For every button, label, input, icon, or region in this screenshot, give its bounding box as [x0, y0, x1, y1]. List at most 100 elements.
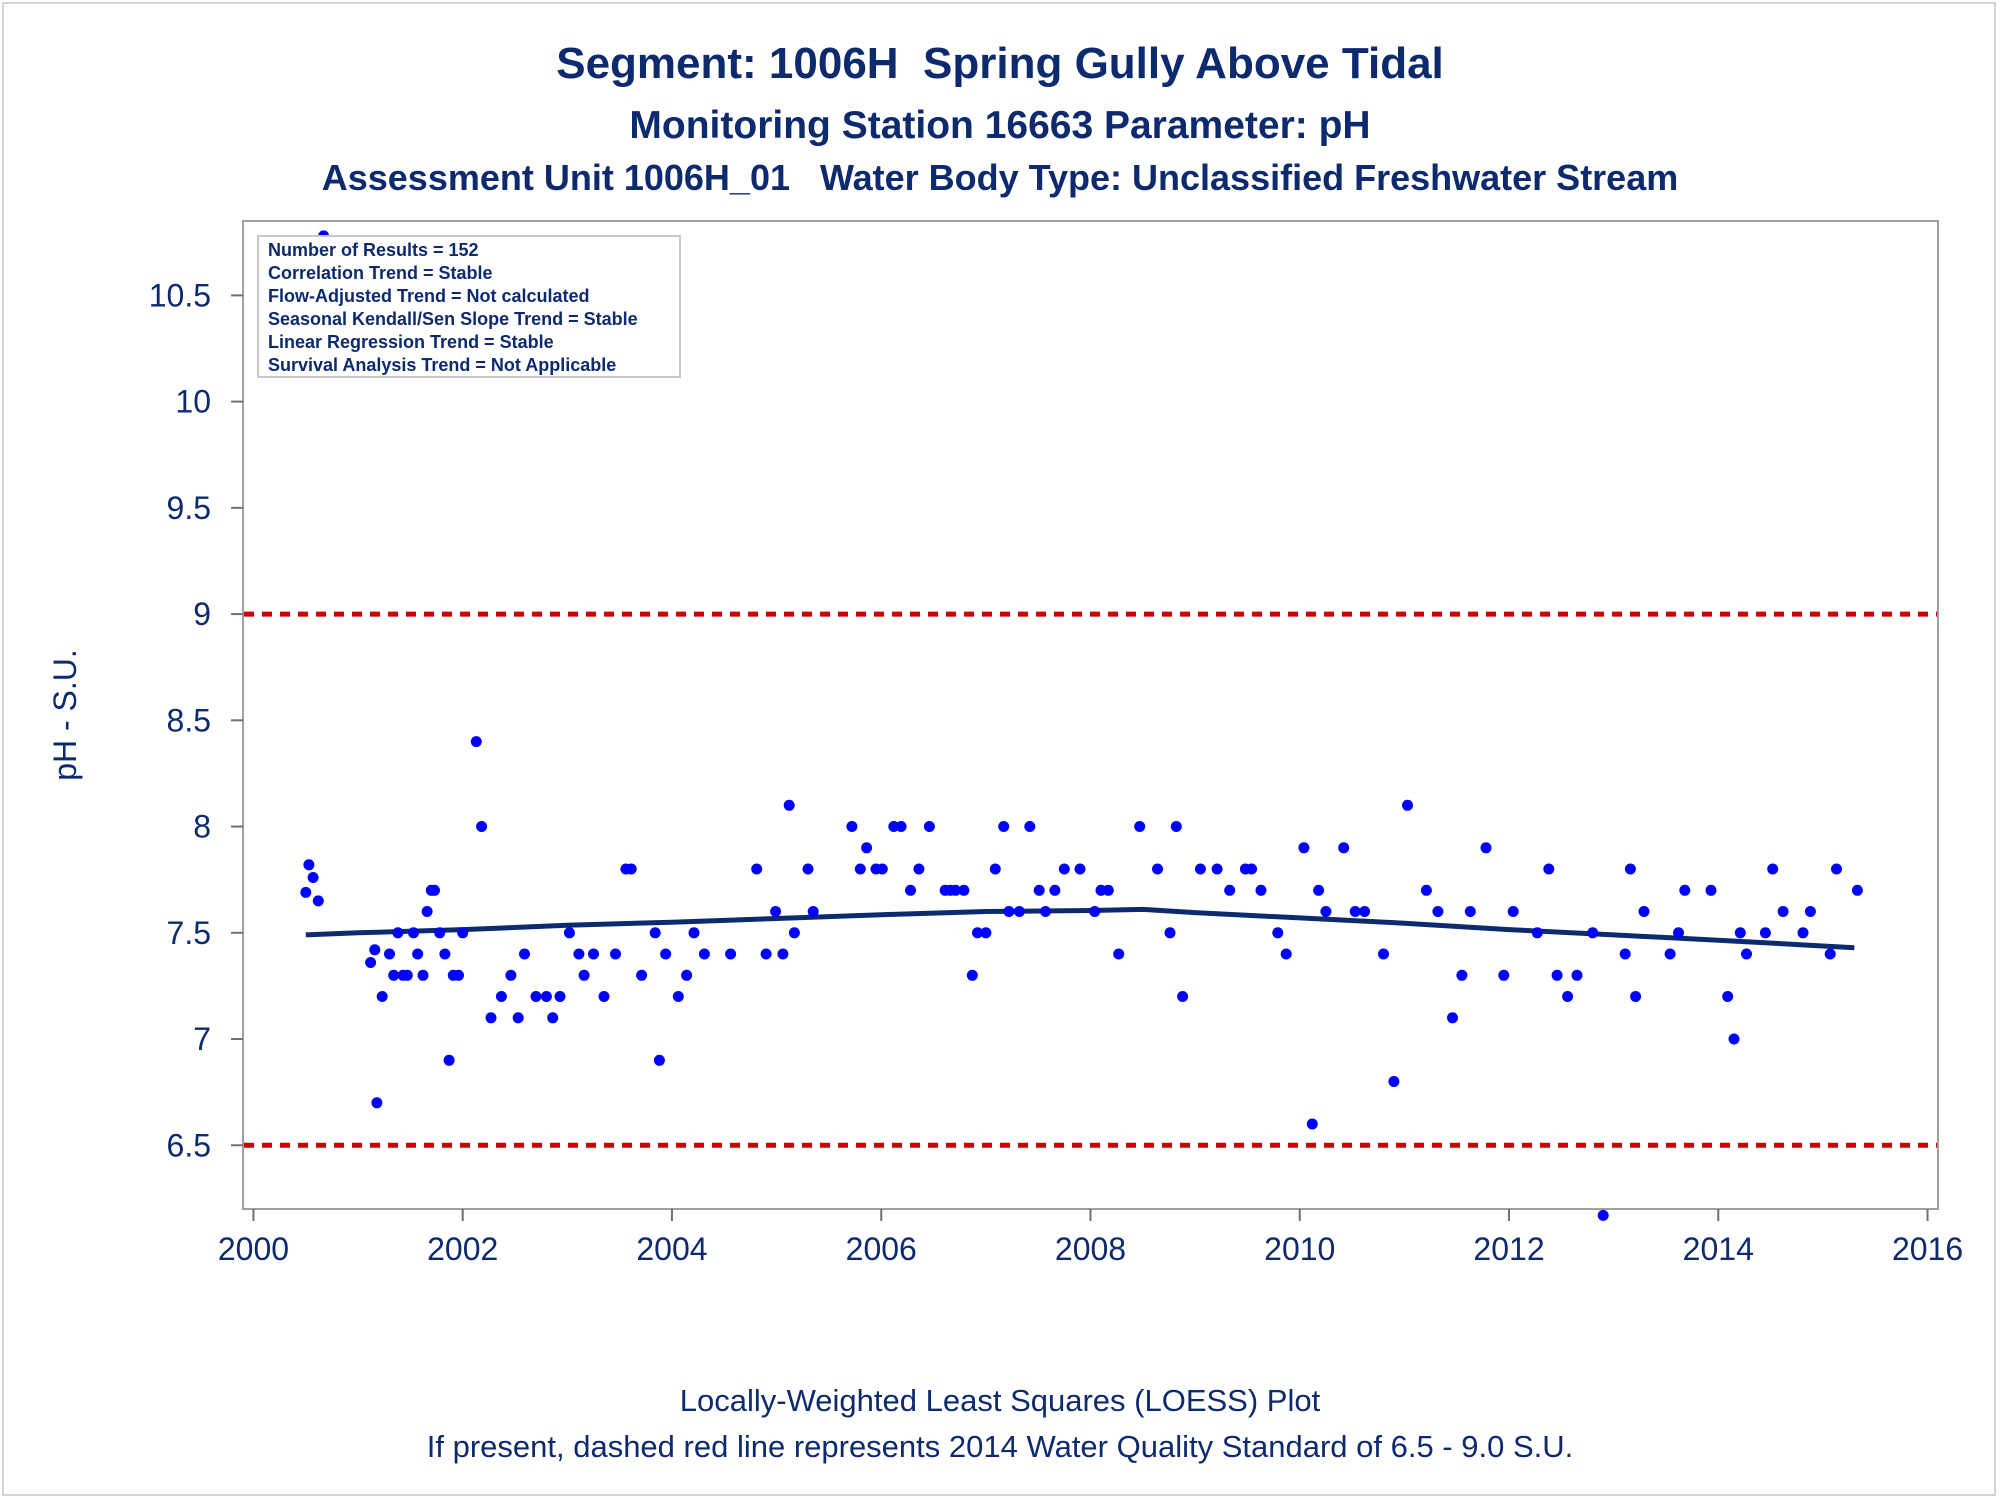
data-point [578, 969, 590, 981]
data-point [998, 821, 1010, 832]
chart-subtitle-2: Assessment Unit 1006H_01 Water Body Type… [322, 157, 1679, 198]
data-point [1551, 969, 1563, 981]
data-point [783, 799, 795, 811]
data-point [854, 863, 866, 875]
x-tick-label: 2008 [1055, 1231, 1126, 1267]
stats-box: Number of Results = 152 Correlation Tren… [257, 235, 681, 378]
data-point [369, 944, 381, 956]
y-tick-label: 10 [175, 384, 211, 420]
data-point [408, 927, 419, 939]
y-tick-label: 9 [193, 596, 211, 632]
x-tick-label: 2016 [1892, 1231, 1963, 1267]
data-point [1571, 969, 1583, 981]
data-point [1164, 927, 1176, 939]
data-point [1074, 863, 1086, 875]
data-point [519, 948, 530, 960]
data-point [573, 948, 585, 960]
data-point [421, 906, 433, 917]
data-point [846, 821, 858, 832]
data-point [1447, 1012, 1458, 1024]
data-point [913, 863, 925, 875]
data-point [376, 991, 388, 1002]
data-point [453, 969, 464, 981]
data-point [895, 821, 907, 832]
data-point [1378, 948, 1389, 960]
data-point [495, 991, 507, 1002]
chart-subtitle: Monitoring Station 16663 Parameter: pH [629, 104, 1370, 147]
y-tick-label: 10.5 [149, 277, 211, 313]
data-point [1024, 821, 1036, 832]
data-point [636, 969, 648, 981]
data-point [365, 957, 377, 968]
chart-title: Segment: 1006H Spring Gully Above Tidal [556, 39, 1444, 88]
data-point [1630, 991, 1642, 1002]
data-point [457, 927, 469, 939]
data-point [417, 969, 429, 981]
data-point [1313, 884, 1325, 896]
data-point [300, 886, 312, 898]
reference-lines [244, 611, 1937, 1148]
y-tick-label: 7.5 [167, 915, 211, 951]
data-point [1033, 884, 1045, 896]
data-point [1624, 863, 1636, 875]
data-point [1298, 842, 1310, 854]
data-point [958, 884, 970, 896]
y-axis: 6.5 7 7.5 8 8.5 9 9.5 10 10.5 [149, 277, 243, 1163]
data-point [1058, 863, 1070, 875]
data-point [1464, 906, 1476, 917]
data-point [1388, 1076, 1400, 1087]
data-point [1432, 906, 1444, 917]
data-point [653, 1054, 665, 1066]
x-tick-label: 2010 [1264, 1231, 1335, 1267]
stats-line-linear-regression: Linear Regression Trend = Stable [268, 332, 554, 352]
data-point [540, 991, 552, 1002]
loess-line [305, 906, 1855, 951]
data-point [1543, 863, 1555, 875]
stats-line-survival-analysis: Survival Analysis Trend = Not Applicable [268, 355, 616, 375]
data-point [1338, 842, 1350, 854]
data-point [1224, 884, 1236, 896]
x-tick-label: 2006 [846, 1231, 917, 1267]
data-point [1804, 906, 1816, 917]
data-point [989, 863, 1001, 875]
data-point [307, 872, 319, 883]
data-point [476, 821, 488, 832]
data-point [505, 969, 517, 981]
data-point [1456, 969, 1468, 981]
data-point [760, 948, 772, 960]
data-point [388, 969, 400, 981]
data-point [1320, 906, 1332, 917]
data-point [392, 927, 404, 939]
data-point [1246, 863, 1258, 875]
data-point [1705, 884, 1717, 896]
data-point [512, 1012, 524, 1024]
data-point [1507, 906, 1519, 917]
y-tick-label: 9.5 [167, 490, 211, 526]
data-point [443, 1054, 455, 1066]
data-point [470, 736, 482, 748]
data-point [950, 884, 961, 896]
data-point [588, 948, 599, 960]
data-point [1306, 1118, 1318, 1130]
data-point [1619, 948, 1631, 960]
data-point [1679, 884, 1691, 896]
y-tick-label: 7 [193, 1021, 211, 1057]
data-point [1359, 906, 1371, 917]
x-tick-label: 2014 [1683, 1231, 1754, 1267]
data-point [777, 948, 789, 960]
x-tick-label: 2012 [1473, 1231, 1544, 1267]
data-point [412, 948, 424, 960]
data-point [1152, 863, 1163, 875]
stats-box-border [257, 235, 681, 378]
data-point [598, 991, 610, 1002]
x-tick-label: 2000 [218, 1231, 289, 1267]
data-point [485, 1012, 497, 1024]
data-point [625, 863, 637, 875]
data-point [303, 859, 315, 871]
data-point [384, 948, 395, 960]
data-point [610, 948, 621, 960]
data-point [554, 991, 566, 1002]
y-axis-label: pH - S.U. [47, 649, 83, 781]
